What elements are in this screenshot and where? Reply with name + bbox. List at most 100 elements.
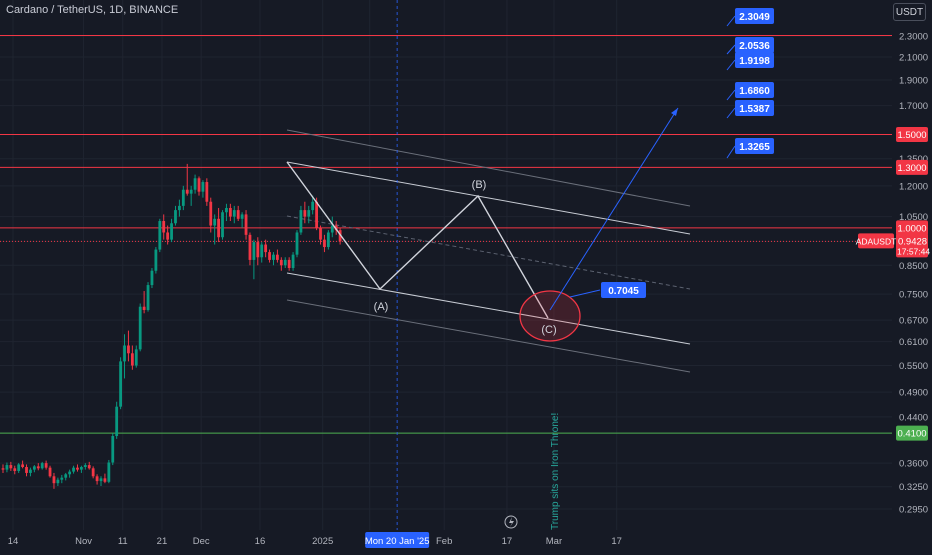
candle (326, 232, 330, 248)
price-tick: 1.9000 (899, 76, 928, 87)
date-tick: 17 (502, 536, 513, 547)
time-axis: 14Nov1121Dec16202513Feb17Mar17Mon 20 Jan… (8, 532, 622, 548)
candle (252, 242, 256, 260)
price-tick: 0.6100 (899, 337, 928, 348)
target-callout-line (726, 44, 736, 55)
candle (60, 477, 64, 480)
candle (103, 478, 107, 482)
candle (48, 467, 52, 477)
date-tick: 17 (611, 536, 622, 547)
candle (138, 306, 142, 350)
target-label: 2.3049 (739, 12, 770, 23)
candle (17, 464, 21, 471)
price-tick: 0.7500 (899, 290, 928, 301)
target-box (735, 8, 774, 24)
candle (146, 285, 150, 310)
target-box (735, 37, 774, 53)
countdown-label: 17:57:44 (897, 246, 930, 256)
candle (236, 210, 240, 219)
callout-line (569, 289, 601, 298)
channel-line (286, 129, 691, 207)
price-tick: 0.4400 (899, 412, 928, 423)
lightning-icon (504, 515, 518, 529)
candle (25, 467, 28, 473)
candle (185, 189, 189, 194)
target-label: 1.6860 (739, 86, 770, 97)
candle (95, 476, 99, 482)
candle (221, 212, 224, 238)
candle (201, 182, 205, 192)
date-tick: Mar (546, 536, 562, 547)
channel-line (286, 272, 691, 345)
candle (99, 478, 103, 482)
price-tick: 1.7000 (899, 101, 928, 112)
target-box (735, 52, 774, 68)
price-tick: 1.0500 (899, 212, 928, 223)
candle (119, 361, 122, 407)
candle (111, 436, 115, 463)
arrow-head (671, 108, 678, 116)
candle (142, 306, 146, 310)
candle (170, 223, 173, 240)
candle (174, 210, 177, 224)
date-tick: 21 (157, 536, 168, 547)
candle (80, 467, 83, 470)
candle (217, 218, 220, 238)
target-label: 2.0536 (739, 41, 770, 52)
wave-label: (C) (541, 324, 556, 336)
projection-box (601, 282, 646, 298)
candle (29, 469, 32, 473)
level-price-label: 1.0000 (897, 223, 926, 234)
candle (32, 466, 36, 470)
price-tick: 0.8500 (899, 261, 928, 272)
target-callout-line (726, 59, 736, 71)
candle (13, 468, 17, 471)
candles (1, 163, 342, 489)
crosshair-date-label: Mon 20 Jan '25 (365, 536, 430, 547)
candle (334, 225, 338, 231)
candle (189, 189, 193, 194)
candle (232, 210, 236, 217)
candle (134, 349, 138, 366)
grid (0, 0, 892, 530)
level-price-label: 0.4100 (897, 429, 926, 440)
candle (181, 189, 185, 206)
candle (283, 259, 287, 266)
channel-mid-line (286, 215, 691, 290)
candle (40, 463, 44, 469)
target-labels: 0.7045 2.3049 2.0536 1.9198 1.6860 1.5387 1.32… (569, 8, 774, 298)
horizontal-levels (0, 35, 892, 434)
currency-button[interactable]: USDT (893, 3, 926, 21)
price-tick: 1.3500 (899, 154, 928, 165)
crosshair-date-tag (365, 532, 430, 548)
date-tick: 14 (8, 536, 19, 547)
target-box (735, 82, 774, 98)
date-tick: 16 (255, 536, 266, 547)
candle (162, 221, 166, 233)
candle (315, 201, 318, 228)
current-price-label: 0.9428 (898, 236, 927, 247)
candle (158, 221, 162, 250)
level-price-label: 1.5000 (897, 130, 926, 141)
target-label: 1.9198 (739, 56, 770, 67)
candle (311, 201, 315, 211)
candle (5, 465, 9, 470)
price-tick: 2.1000 (899, 52, 928, 63)
candle (36, 466, 40, 469)
date-tick: 2025 (312, 536, 333, 547)
candle (178, 205, 181, 211)
candle (319, 227, 322, 240)
level-price-tag (896, 126, 928, 142)
candle (240, 214, 244, 219)
candle (338, 230, 342, 242)
candle (330, 225, 334, 233)
price-tick: 0.6700 (899, 316, 928, 327)
candle (21, 464, 24, 468)
date-tick: Nov (75, 536, 92, 547)
candle (68, 471, 72, 475)
candle (123, 345, 126, 362)
level-price-tag (896, 159, 928, 175)
wave-lines: (A) (B) (C) Trump sits on Iron Throne! (286, 0, 679, 530)
